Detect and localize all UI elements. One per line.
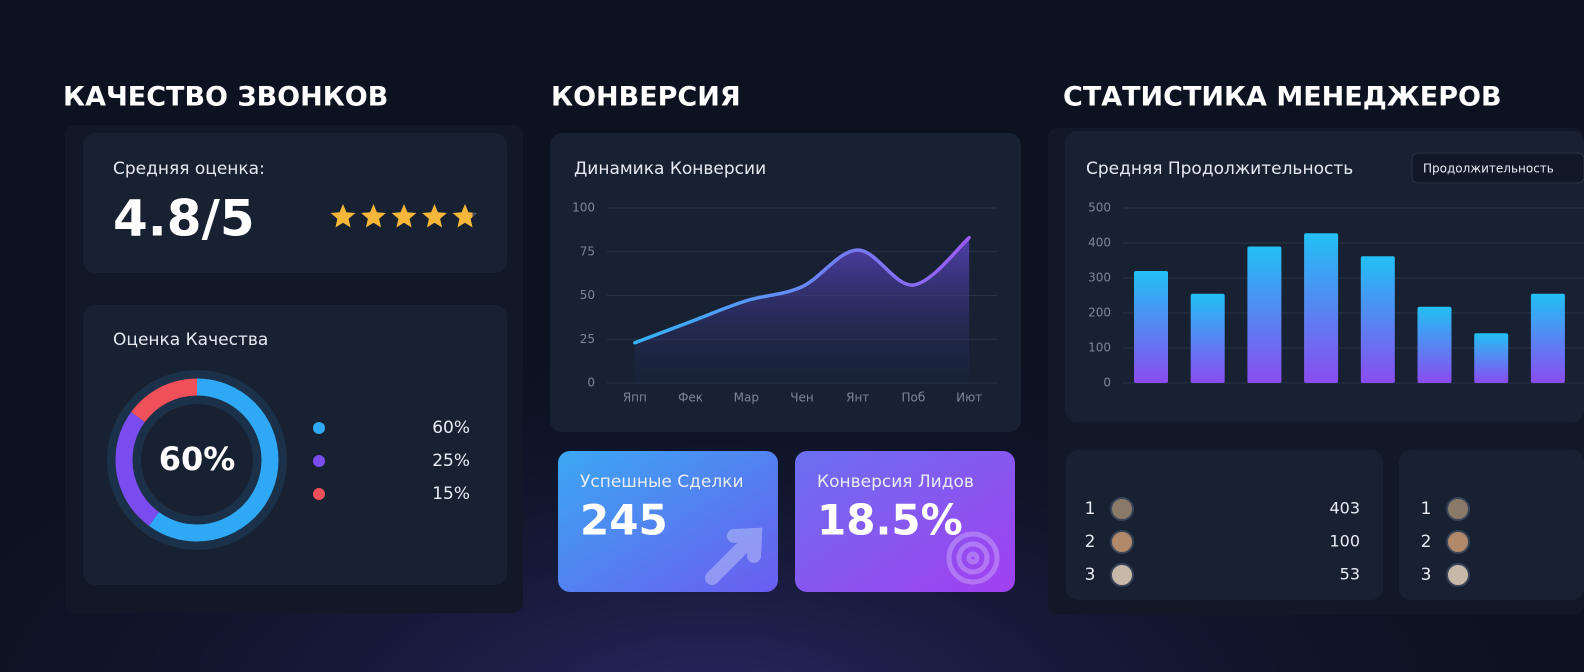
card [83,305,507,585]
y-tick-label: 500 [1088,201,1111,215]
bar [1134,271,1168,383]
y-tick-label: 100 [572,201,595,215]
avatar [1446,530,1470,554]
value: 100 [1329,532,1360,551]
stat-label: Конверсия Лидов [817,472,974,492]
rank: 3 [1421,565,1432,585]
target-icon [946,531,1000,585]
leaderboard-card [1399,450,1584,600]
section-title: КАЧЕСТВО ЗВОНКОВ [63,82,388,113]
avatar [1446,563,1470,587]
bar [1530,293,1565,383]
star [391,204,417,228]
legend-value: 15% [432,484,470,504]
x-tick-label: Мар [734,391,759,405]
legend-value: 25% [432,451,470,471]
stat-card [795,451,1015,592]
line-area [634,237,970,383]
legend: 60% 25% 15% [313,418,470,504]
line-chart: 0 25 50 75 100 Япп Фек Мар Чен Янт Поб Иют [572,201,997,405]
rank: 1 [1421,499,1432,519]
chart-title: Динамика Конверсии [574,159,766,179]
y-tick-label: 400 [1088,236,1111,250]
donut-center-label: 60% [159,440,236,478]
y-tick-label: 25 [580,332,595,346]
stat-card [558,451,778,592]
rank: 2 [1421,532,1432,552]
bar [1304,233,1339,383]
donut-chart [107,370,287,550]
avatar [1110,530,1134,554]
bar [1190,293,1225,383]
x-tick-label: Янт [846,391,869,405]
bar [1474,333,1509,383]
avatar [1110,563,1134,587]
dropdown[interactable] [1411,152,1584,184]
star [422,204,447,228]
rank: 1 [1085,499,1096,519]
dropdown-label[interactable]: Продолжительность [1423,162,1554,176]
x-tick-label: Чен [790,391,813,405]
avatar [1110,497,1134,521]
x-tick-label: Фек [678,391,703,405]
stat-value: 245 [580,496,668,545]
y-tick-label: 75 [580,244,595,258]
section-title: КОНВЕРСИЯ [551,82,741,113]
line [633,236,971,345]
legend-dot [313,455,325,467]
x-tick-label: Поб [902,391,926,405]
y-tick-label: 0 [1103,376,1111,390]
stat-label: Успешные Сделки [580,472,744,492]
arrow-icon [705,527,763,585]
chart-title: Средняя Продолжительность [1086,159,1353,179]
legend-value: 60% [432,418,470,438]
rating-text: 4.8/5 [113,190,255,248]
star [452,204,478,228]
card-title: Оценка Качества [113,330,268,350]
y-tick-label: 300 [1088,271,1111,285]
leaderboard-card [1066,450,1383,600]
rank: 2 [1085,532,1096,552]
card [83,133,507,273]
bar [1247,246,1282,383]
avatar [1446,497,1470,521]
section-title: СТАТИСТИКА МЕНЕДЖЕРОВ [1063,82,1502,113]
bar [1360,256,1395,383]
rating-label: Средняя оценка: [113,159,265,179]
x-tick-label: Иют [956,391,982,405]
bar [1417,306,1452,383]
bar-chart: 0 100 200 300 400 500 [1088,201,1584,390]
legend-dot [313,422,325,434]
donut-segment [115,378,279,542]
legend-dot [313,488,325,500]
donut-segment [115,378,279,542]
x-tick-label: Япп [623,391,647,405]
star [330,204,356,228]
value: 53 [1340,565,1360,584]
value: 403 [1329,499,1360,518]
rank: 3 [1085,565,1096,585]
stat-value: 18.5% [817,496,963,545]
stars [330,204,478,228]
y-tick-label: 100 [1088,341,1111,355]
leaderboards: 1 403 2 100 3 53 1 2 3 [1085,497,1470,587]
star [361,204,386,228]
y-tick-label: 0 [587,376,595,390]
y-tick-label: 50 [580,288,595,302]
y-tick-label: 200 [1088,306,1111,320]
